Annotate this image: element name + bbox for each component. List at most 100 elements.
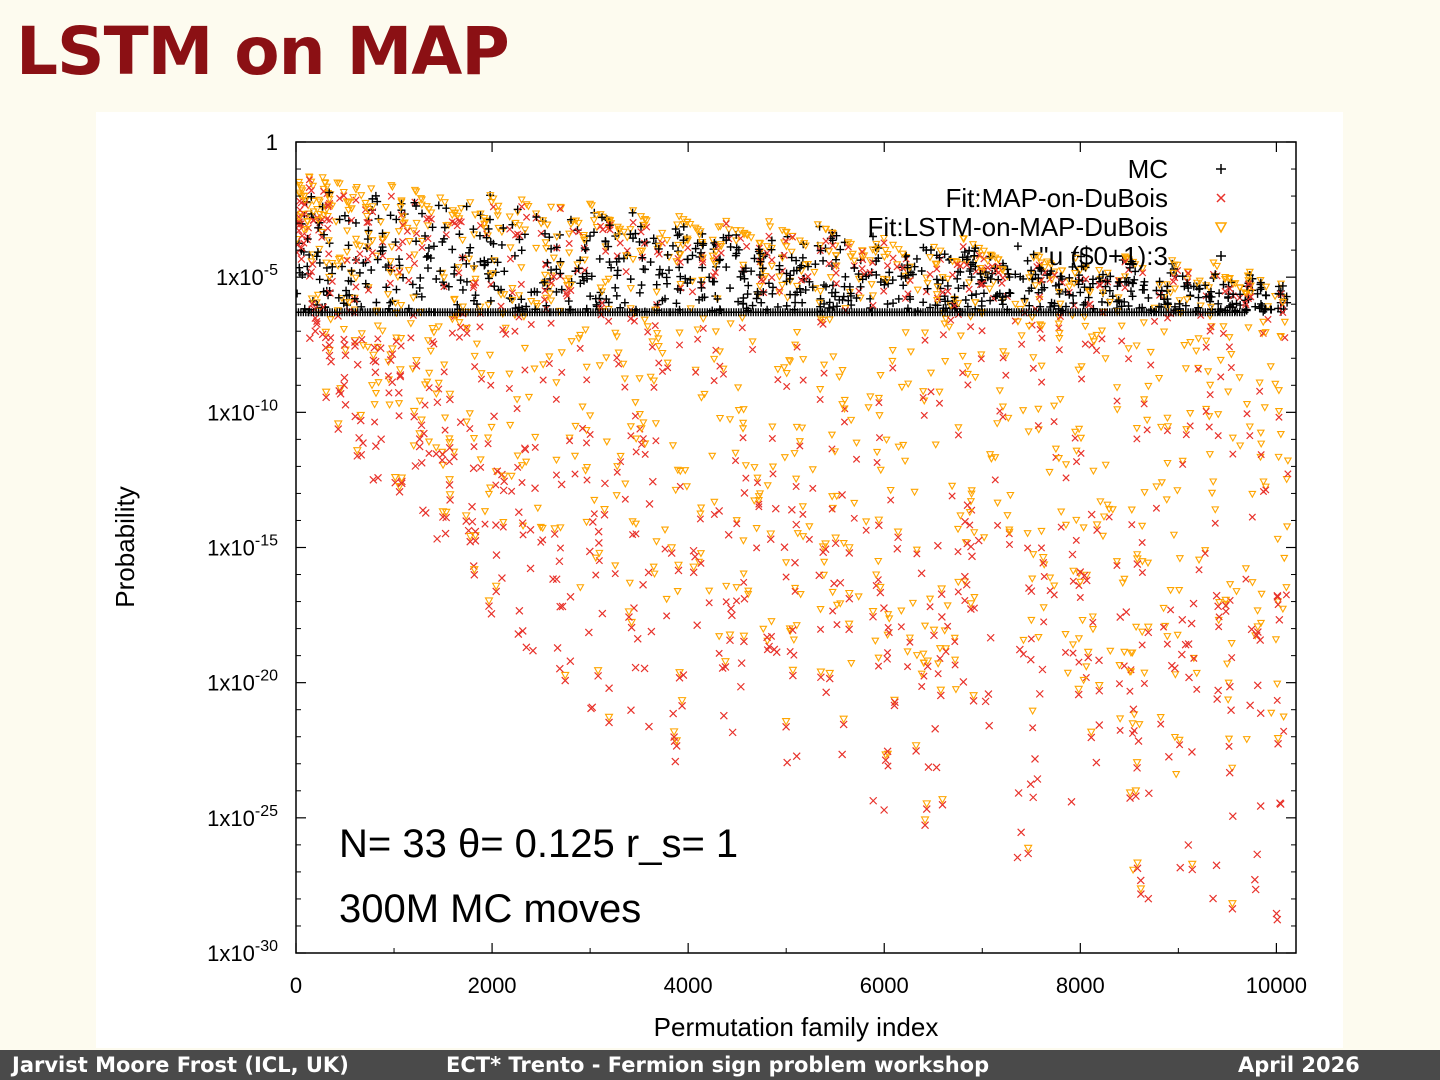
lstm-fit-point — [506, 244, 515, 252]
lstm-fit-point — [782, 243, 791, 251]
mc-point — [734, 245, 743, 254]
lstm-fit-point — [646, 373, 655, 382]
map-fit-point — [1217, 373, 1225, 381]
lstm-fit-point — [686, 220, 695, 229]
map-fit-point — [935, 399, 944, 407]
lstm-fit-point — [919, 659, 929, 667]
lstm-fit-point — [908, 599, 918, 608]
map-fit-point — [394, 388, 403, 397]
lstm-fit-point — [788, 666, 798, 675]
mc-point — [591, 294, 600, 303]
map-fit-point — [395, 487, 404, 496]
lstm-fit-point — [489, 195, 498, 203]
lstm-fit-point — [1241, 565, 1251, 573]
lstm-fit-point — [943, 275, 952, 284]
lstm-fit-point — [476, 456, 485, 464]
lstm-fit-point — [829, 353, 838, 361]
lstm-fit-point — [683, 218, 692, 227]
mc-point — [1047, 267, 1056, 276]
lstm-fit-point — [721, 658, 730, 667]
map-fit-point — [550, 273, 558, 281]
lstm-fit-point — [1126, 649, 1136, 658]
lstm-fit-point — [943, 602, 952, 610]
map-fit-point — [629, 218, 637, 227]
lstm-fit-point — [457, 205, 466, 213]
lstm-fit-point — [440, 361, 449, 369]
lstm-fit-point — [1103, 501, 1112, 510]
map-fit-point — [562, 289, 570, 298]
map-fit-point — [1023, 544, 1032, 552]
map-fit-point — [506, 255, 515, 263]
mc-point — [869, 232, 878, 241]
lstm-fit-point — [798, 503, 807, 511]
map-fit-point — [791, 558, 799, 567]
map-fit-point — [722, 598, 730, 606]
lstm-fit-point — [1253, 607, 1262, 615]
lstm-fit-point — [792, 282, 802, 291]
mc-point — [954, 284, 963, 293]
lstm-fit-point — [739, 419, 748, 428]
lstm-fit-point — [803, 260, 813, 269]
lstm-fit-point — [967, 490, 976, 499]
map-fit-point — [391, 478, 400, 487]
lstm-fit-point — [1180, 341, 1189, 350]
map-fit-point — [466, 537, 475, 546]
map-fit-point — [531, 443, 539, 451]
mc-point — [547, 244, 556, 253]
map-fit-point — [1128, 729, 1137, 738]
mc-point — [998, 300, 1007, 309]
mc-point — [824, 303, 833, 312]
map-fit-point — [1201, 549, 1209, 558]
lstm-fit-point — [987, 455, 996, 463]
map-fit-point — [648, 343, 656, 351]
lstm-fit-point — [1032, 252, 1042, 260]
lstm-fit-point — [681, 467, 690, 475]
lstm-fit-point — [397, 474, 407, 483]
map-fit-point — [522, 213, 531, 221]
map-fit-point — [1244, 280, 1252, 288]
lstm-fit-point — [1039, 604, 1048, 612]
lstm-fit-point — [805, 523, 814, 531]
map-fit-point — [527, 320, 535, 329]
lstm-fit-point — [378, 327, 387, 336]
map-fit-point — [1071, 434, 1079, 442]
map-fit-point — [1084, 653, 1093, 662]
map-fit-point — [468, 517, 477, 526]
map-fit-point — [566, 592, 575, 601]
map-fit-point — [466, 424, 474, 433]
map-fit-point — [1082, 576, 1091, 585]
map-fit-point — [537, 538, 545, 546]
map-fit-point — [521, 445, 530, 454]
map-fit-point — [783, 758, 792, 767]
map-fit-point — [880, 239, 888, 247]
map-fit-point — [978, 327, 986, 335]
lstm-fit-point — [903, 648, 912, 656]
map-fit-point — [1026, 655, 1035, 664]
lstm-fit-point — [493, 208, 502, 216]
map-fit-point — [558, 602, 567, 611]
lstm-fit-point — [936, 686, 946, 695]
map-fit-point — [1138, 538, 1146, 547]
mc-point — [743, 290, 752, 299]
map-fit-point — [469, 464, 478, 473]
mc-point — [880, 280, 889, 289]
map-fit-point — [580, 244, 588, 252]
map-fit-point — [963, 261, 971, 269]
lstm-fit-point — [1261, 483, 1270, 492]
mc-point — [894, 294, 903, 303]
lstm-fit-point — [432, 390, 441, 398]
map-fit-point — [334, 425, 343, 434]
mc-point — [752, 294, 761, 303]
map-fit-point — [1171, 274, 1179, 282]
lstm-fit-point — [1136, 885, 1146, 894]
map-fit-point — [799, 510, 807, 518]
lstm-fit-point — [540, 271, 550, 280]
lstm-fit-point — [1263, 303, 1273, 311]
map-fit-point — [804, 273, 812, 281]
map-fit-point — [829, 241, 837, 249]
map-fit-point — [644, 568, 653, 577]
lstm-fit-point — [825, 669, 835, 678]
footer-author: Jarvist Moore Frost (ICL, UK) — [12, 1053, 349, 1077]
lstm-fit-point — [333, 179, 342, 187]
lstm-fit-point — [452, 313, 461, 321]
